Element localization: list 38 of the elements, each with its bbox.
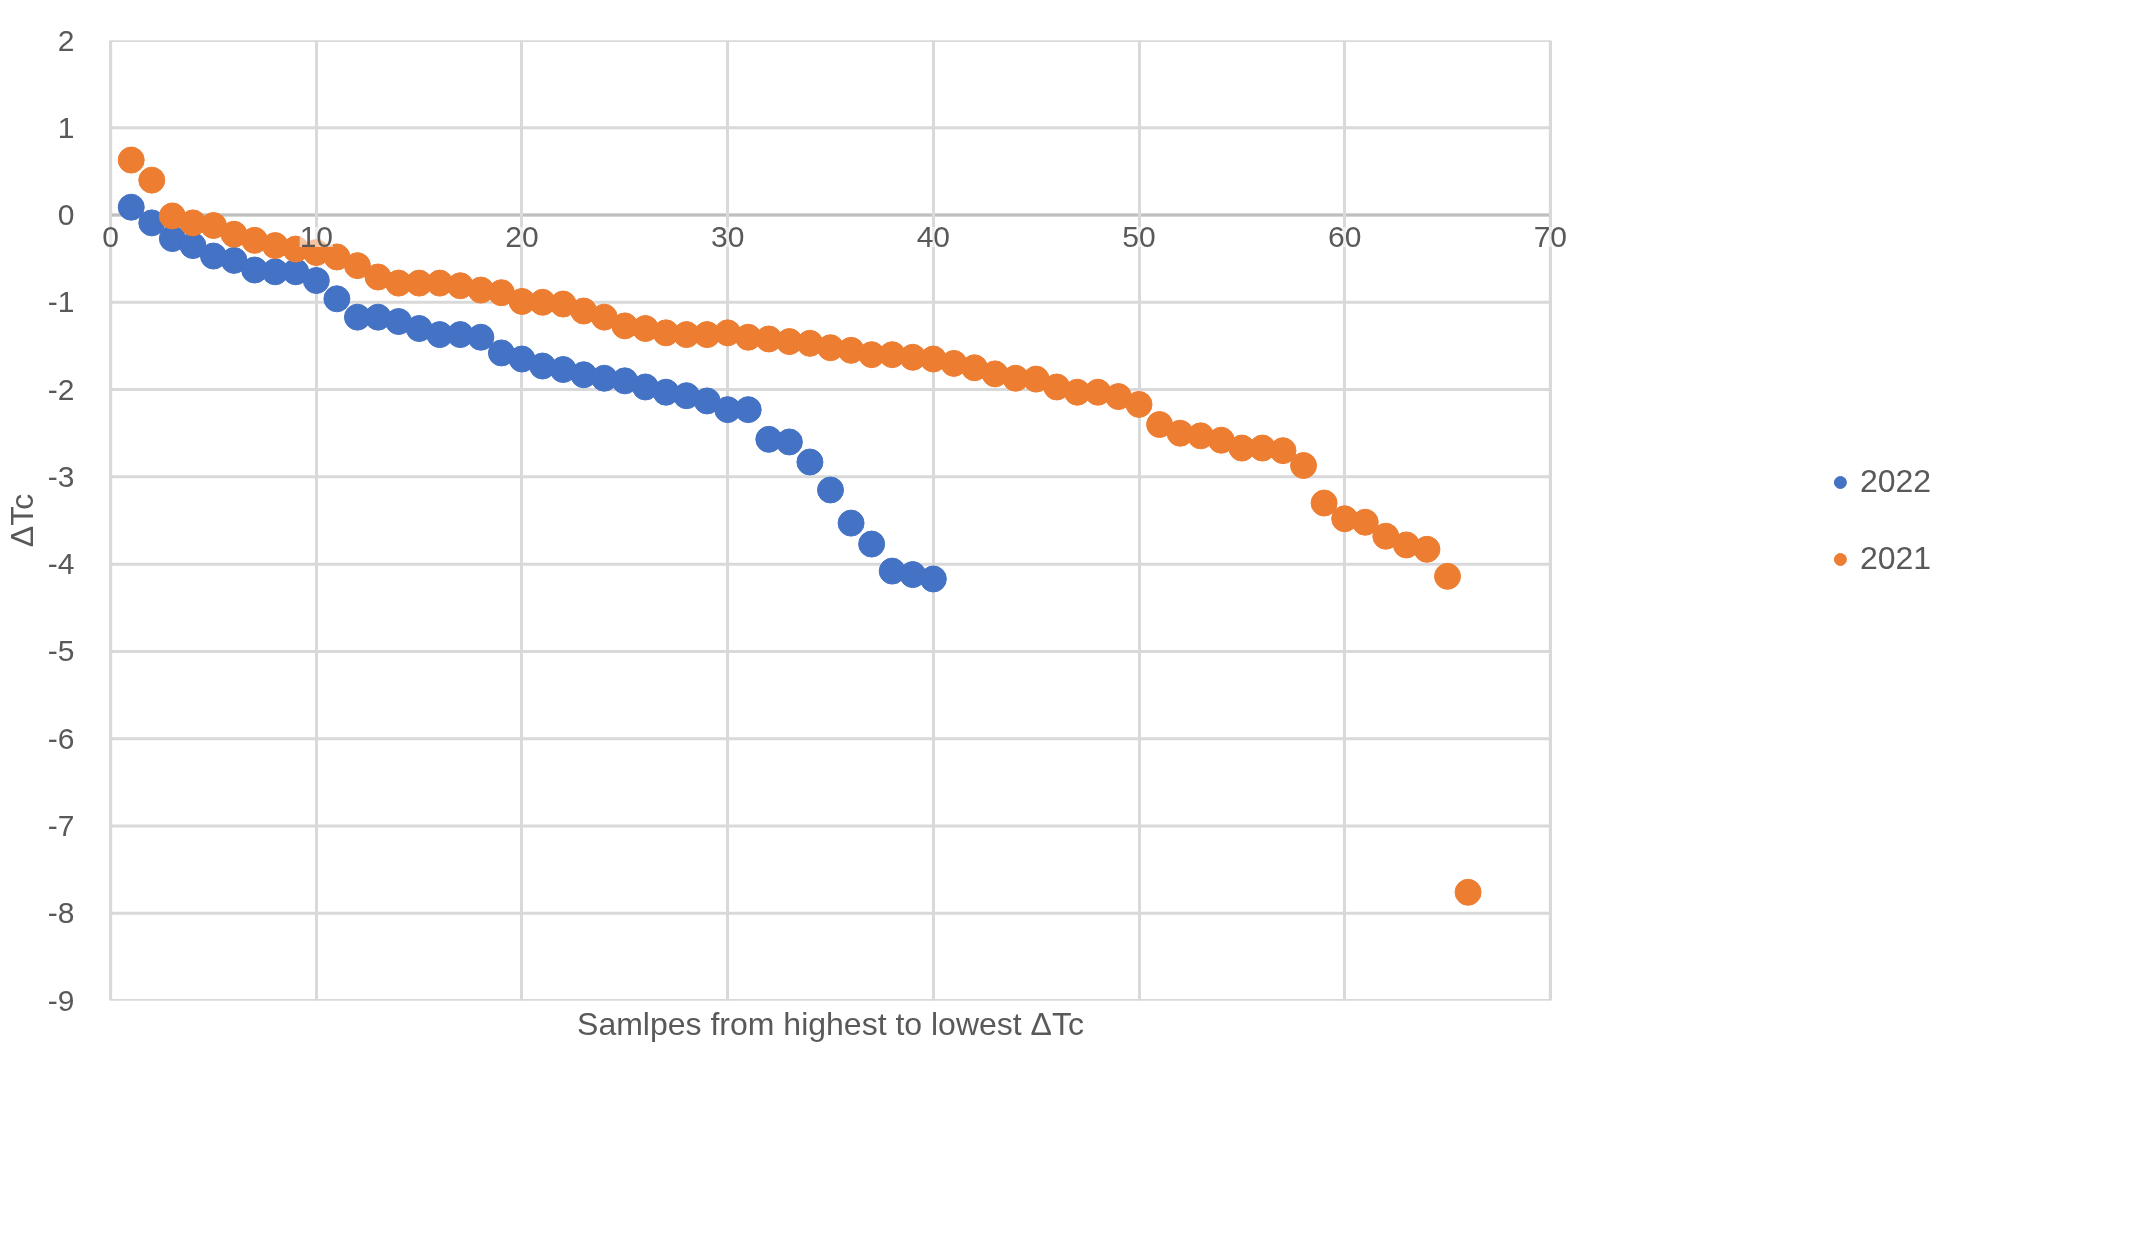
point xyxy=(837,509,865,537)
point xyxy=(817,476,844,504)
point xyxy=(117,193,145,221)
point xyxy=(508,345,536,373)
point xyxy=(487,339,515,367)
point xyxy=(220,246,248,274)
y-tick-label: -2 xyxy=(47,372,75,406)
x-tick-label: 0 xyxy=(102,220,119,254)
y-tick-label: -1 xyxy=(47,285,75,319)
x-tick-label: 20 xyxy=(505,220,539,254)
y-tick-label: -9 xyxy=(47,983,75,1017)
point xyxy=(796,448,824,476)
y-tick-label: -7 xyxy=(47,808,75,842)
x-tick-label: 40 xyxy=(916,220,951,254)
legend-label: 2021 xyxy=(1859,540,1932,577)
point xyxy=(775,428,803,456)
y-tick-label: -5 xyxy=(47,634,75,668)
point xyxy=(693,387,721,415)
y-tick-label: 0 xyxy=(57,198,75,232)
x-tick-label: 70 xyxy=(1533,220,1568,254)
x-tick-label: 60 xyxy=(1327,220,1362,254)
y-axis-title: ΔTc xyxy=(3,493,40,548)
point xyxy=(919,565,947,593)
x-axis-title: Samlpes from highest to lowest ΔTc xyxy=(577,1005,1084,1042)
point xyxy=(858,530,886,558)
x-tick-label: 50 xyxy=(1122,220,1156,254)
point xyxy=(631,373,659,401)
point xyxy=(467,323,495,351)
point xyxy=(302,267,330,294)
y-tick-label: -3 xyxy=(47,459,75,493)
y-tick-label: -8 xyxy=(47,896,75,930)
legend-label: 2022 xyxy=(1859,463,1932,500)
y-tick-label: -4 xyxy=(47,547,75,581)
y-tick-label: -6 xyxy=(47,721,75,755)
y-tick-label: 2 xyxy=(57,23,75,57)
point xyxy=(323,285,351,313)
y-tick-label: 1 xyxy=(57,110,75,144)
x-tick-label: 30 xyxy=(710,220,745,254)
